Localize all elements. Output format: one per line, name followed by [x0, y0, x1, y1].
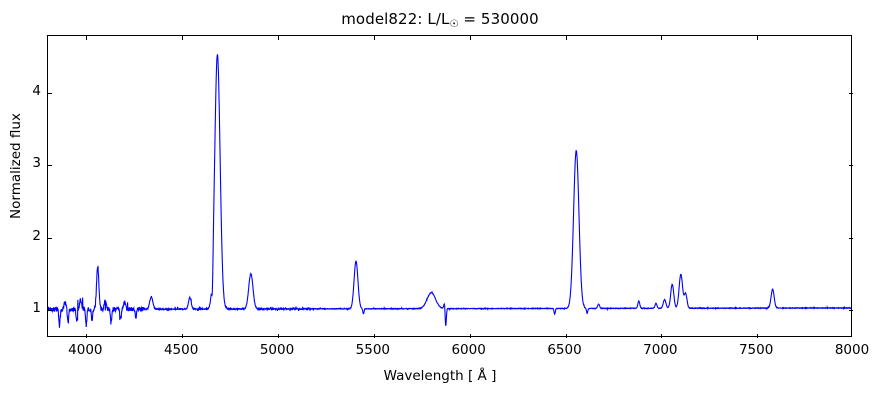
chart-title: model822: L/L☉ = 530000 [0, 10, 880, 30]
y-tick-mark [849, 237, 853, 239]
x-tick-label: 8000 [834, 342, 870, 358]
y-axis-label: Normalized flux [8, 113, 24, 219]
x-tick-mark [278, 334, 279, 338]
x-axis-tick-labels: 4000 4500 5000 5500 6000 6500 7000 7500 8000 [47, 342, 869, 362]
x-tick-mark [661, 334, 663, 338]
x-tick-label: 4000 [68, 342, 103, 358]
spectrum-plot [48, 36, 851, 336]
x-tick-label: 6500 [547, 342, 582, 358]
x-tick-mark [565, 334, 567, 338]
y-tick-mark [849, 310, 853, 312]
y-tick-label: 1 [32, 300, 41, 317]
x-tick-mark [757, 334, 759, 338]
plot-area [47, 35, 853, 338]
x-tick-label: 7500 [738, 342, 774, 358]
x-tick-mark [373, 36, 375, 40]
x-tick-label: 5000 [259, 342, 295, 358]
x-axis-label: Wavelength [ Å ] [383, 368, 497, 384]
y-axis-tick-labels: 1 2 3 4 [5, 35, 41, 337]
y-tick-label: 2 [32, 227, 41, 244]
y-tick-label: 4 [32, 82, 41, 99]
x-tick-mark [86, 36, 88, 40]
y-tick-mark [849, 165, 853, 167]
x-tick-mark [565, 36, 567, 40]
x-tick-mark [757, 36, 759, 40]
x-tick-label: 4500 [163, 342, 199, 358]
y-tick-mark [48, 310, 52, 312]
x-tick-label: 5500 [355, 342, 390, 358]
x-tick-mark [469, 36, 471, 40]
x-tick-mark [182, 334, 184, 338]
x-tick-mark [469, 334, 471, 338]
x-tick-label: 6000 [451, 342, 486, 358]
x-tick-mark [661, 36, 663, 40]
y-tick-label: 3 [32, 155, 41, 172]
title-prefix: model822: L/L [341, 10, 450, 28]
title-suffix: = 530000 [458, 10, 539, 28]
y-tick-mark [849, 92, 853, 94]
y-tick-mark [48, 237, 52, 239]
x-tick-mark [278, 36, 279, 40]
x-tick-mark [373, 334, 375, 338]
x-tick-mark [182, 36, 184, 40]
y-tick-mark [48, 92, 52, 94]
x-tick-mark [86, 334, 88, 338]
title-subscript: ☉ [449, 18, 459, 30]
spectrum-line [48, 55, 851, 328]
y-tick-mark [48, 165, 52, 167]
x-tick-label: 7000 [643, 342, 678, 358]
